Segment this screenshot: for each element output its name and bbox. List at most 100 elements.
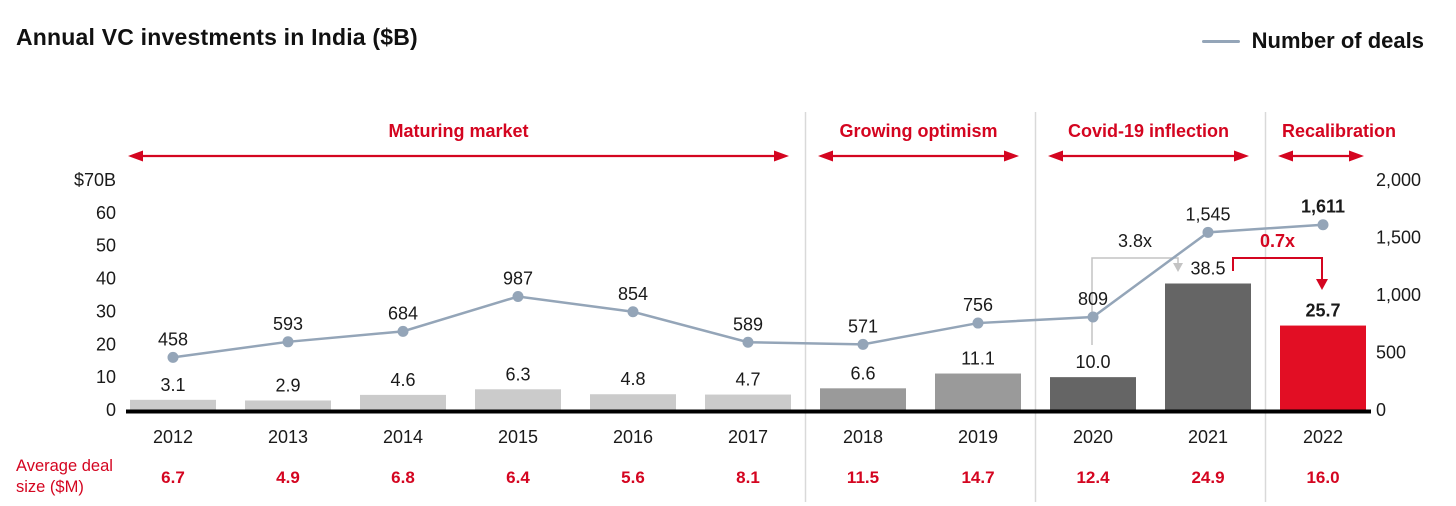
deals-point-2021 [1202,226,1214,238]
left-axis-tick: 0 [106,400,116,420]
left-axis-tick: 60 [96,203,116,223]
bracket-arrowhead-multiple-0-7x [1316,279,1328,290]
deals-value-label-2020: 809 [1078,289,1108,309]
line-series-swatch-icon [1201,39,1240,43]
phase-arrowhead-left-recalibration [1278,150,1293,162]
left-axis-tick: 40 [96,269,116,289]
phase-arrowhead-left-growing-optimism [818,150,833,162]
deals-value-label-2017: 589 [733,314,763,334]
bar-2015 [475,389,561,411]
page-title: Annual VC investments in India ($B) [16,24,418,50]
phase-label-maturing-market: Maturing market [388,121,528,141]
average-deal-size-2018: 11.5 [847,468,879,487]
bracket-multiple-0-7x [1232,257,1323,279]
phase-arrowhead-right-maturing-market [774,150,789,162]
average-deal-size-label-line2: size ($M) [16,478,84,496]
bar-2013 [245,400,331,411]
right-axis-tick: 1,500 [1376,228,1421,248]
average-deal-size-2016: 5.6 [621,468,645,487]
x-axis-line [126,409,1371,414]
phase-arrowhead-right-covid-19-inflection [1234,150,1249,162]
deals-point-2019 [972,317,984,329]
average-deal-size-label-line1: Average deal [16,457,113,475]
deals-point-2022 [1317,219,1329,231]
phase-arrowhead-right-recalibration [1349,150,1364,162]
bar-value-label-2019: 11.1 [961,349,995,369]
deals-point-2017 [742,336,754,348]
deals-value-label-2015: 987 [503,268,533,288]
year-label-2016: 2016 [613,427,653,447]
right-axis-tick: 1,000 [1376,285,1421,305]
bar-2021 [1165,283,1251,411]
deals-value-label-2022: 1,611 [1301,197,1345,217]
phase-arrowhead-left-covid-19-inflection [1048,150,1063,162]
year-label-2018: 2018 [843,427,883,447]
left-axis-tick: 50 [96,236,116,256]
deals-point-2012 [167,351,179,363]
legend-label: Number of deals [1251,28,1424,53]
bar-2020 [1050,377,1136,411]
average-deal-size-2020: 12.4 [1076,468,1110,487]
bar-2018 [820,388,906,411]
bar-value-label-2015: 6.3 [505,364,530,384]
bar-value-label-2021: 38.5 [1190,259,1225,279]
right-axis-tick: 500 [1376,343,1406,363]
bar-value-label-2020: 10.0 [1075,352,1110,372]
bar-value-label-2017: 4.7 [735,370,760,390]
average-deal-size-2012: 6.7 [161,468,185,487]
average-deal-size-2017: 8.1 [736,468,760,487]
deals-point-2013 [282,336,294,348]
phase-label-growing-optimism: Growing optimism [839,121,997,141]
bar-2019 [935,373,1021,411]
bar-2012 [130,399,216,411]
average-deal-size-2014: 6.8 [391,468,415,487]
year-label-2015: 2015 [498,427,538,447]
bracket-arrowhead-multiple-3-8x [1173,263,1183,272]
deals-point-2014 [397,325,409,337]
deals-value-label-2019: 756 [963,295,993,315]
deals-point-2015 [512,290,524,302]
average-deal-size-2019: 14.7 [961,468,994,487]
phase-arrowhead-right-growing-optimism [1004,150,1019,162]
phase-label-recalibration: Recalibration [1282,121,1396,141]
bar-value-label-2016: 4.8 [620,369,645,389]
deals-value-label-2016: 854 [618,284,648,304]
deals-value-label-2018: 571 [848,316,878,336]
average-deal-size-2022: 16.0 [1306,468,1339,487]
legend: Number of deals [1201,28,1424,54]
left-axis-tick: 30 [96,301,116,321]
deals-value-label-2014: 684 [388,303,418,323]
year-label-2013: 2013 [268,427,308,447]
phase-arrowhead-left-maturing-market [128,150,143,162]
year-label-2020: 2020 [1073,427,1113,447]
average-deal-size-2015: 6.4 [506,468,530,487]
bracket-multiple-3-8x [1091,257,1179,345]
deals-value-label-2013: 593 [273,314,303,334]
left-axis-tick: $70B [74,170,116,190]
bar-value-label-2018: 6.6 [850,363,875,383]
left-axis-tick: 10 [96,367,116,387]
bar-value-label-2012: 3.1 [160,375,185,395]
bar-value-label-2013: 2.9 [275,375,300,395]
year-label-2021: 2021 [1188,427,1228,447]
left-axis-tick: 20 [96,334,116,354]
deals-point-2016 [627,306,639,318]
deals-point-2020 [1087,311,1099,323]
right-axis-tick: 2,000 [1376,170,1421,190]
year-label-2014: 2014 [383,427,423,447]
bar-2017 [705,394,791,411]
annotation-label-multiple-0-7x: 0.7x [1260,231,1295,251]
bar-2014 [360,394,446,411]
right-axis-tick: 0 [1376,400,1386,420]
average-deal-size-2013: 4.9 [276,468,300,487]
deals-point-2018 [857,338,869,350]
bar-value-label-2014: 4.6 [390,370,415,390]
year-label-2019: 2019 [958,427,998,447]
year-label-2022: 2022 [1303,427,1343,447]
annotation-label-multiple-3-8x: 3.8x [1118,231,1152,251]
bar-value-label-2022: 25.7 [1305,301,1340,321]
bar-2022 [1280,325,1366,411]
year-label-2017: 2017 [728,427,768,447]
